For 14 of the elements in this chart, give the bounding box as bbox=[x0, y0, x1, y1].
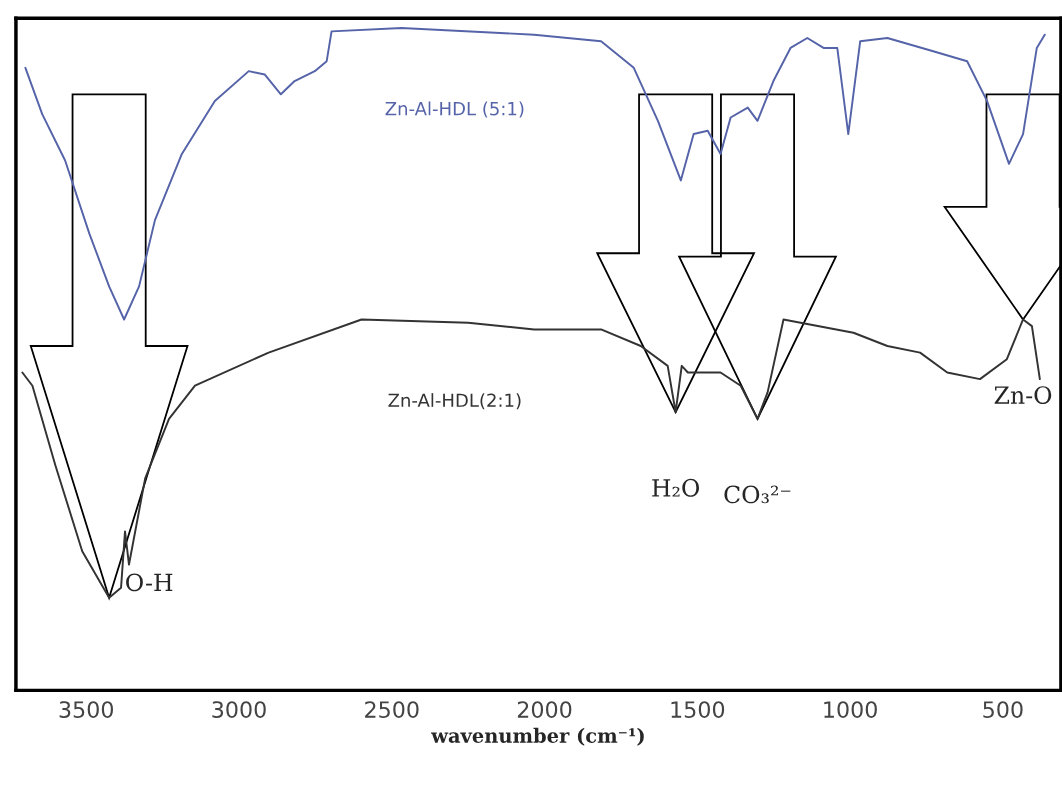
text: Zn-Al-HDL(2:1) bbox=[388, 393, 521, 410]
x-tick-label: 2500 bbox=[365, 701, 419, 718]
x-tick-label: 1500 bbox=[671, 701, 725, 718]
x-tick-label: 3000 bbox=[212, 701, 266, 718]
x-tick-label: 1000 bbox=[824, 701, 877, 718]
annotation: O-H bbox=[126, 573, 173, 592]
annotation: CO₃²⁻ bbox=[724, 485, 791, 504]
x-tick-label: 3500 bbox=[59, 701, 114, 718]
x-axis-title: wavenumber (cm⁻¹) bbox=[431, 727, 644, 746]
x-tick-label: 500 bbox=[983, 701, 1023, 718]
annotation: Zn-O bbox=[994, 386, 1052, 404]
annotation: H₂O bbox=[652, 478, 700, 497]
x-tick-label: 2000 bbox=[517, 701, 572, 718]
text: Zn-Al-HDL (5:1) bbox=[385, 101, 524, 118]
